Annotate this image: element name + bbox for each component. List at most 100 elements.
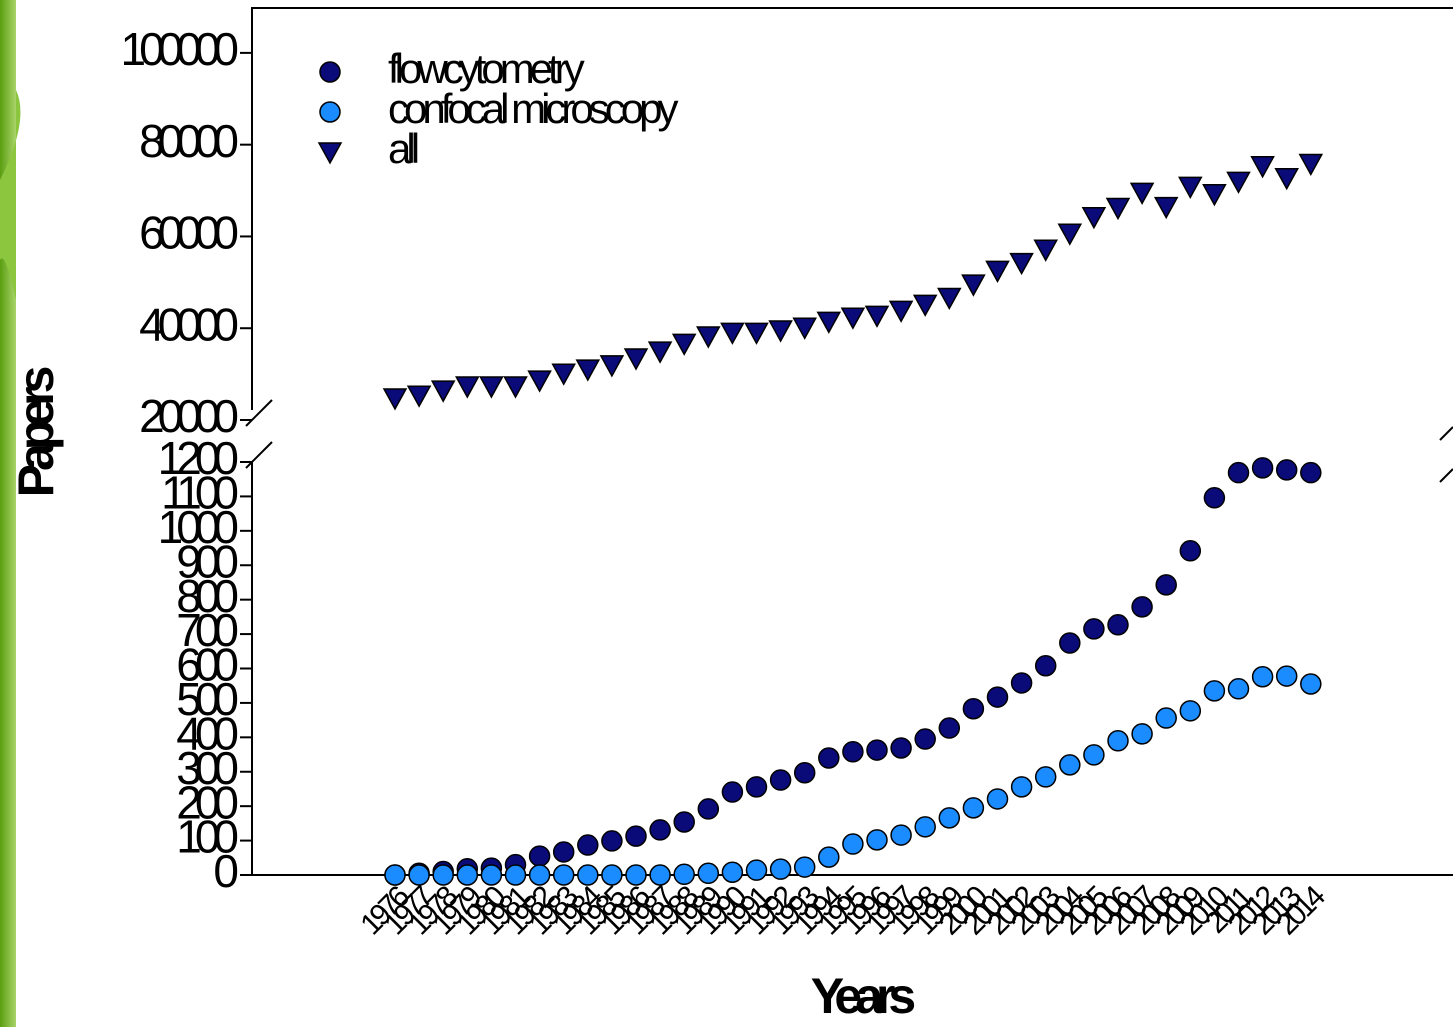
y-axis-label: Papers bbox=[8, 367, 64, 497]
data-point bbox=[1131, 723, 1153, 745]
data-point bbox=[1179, 540, 1202, 562]
data-point bbox=[986, 686, 1009, 708]
data-point bbox=[599, 355, 625, 378]
data-point bbox=[1250, 156, 1275, 179]
data-point bbox=[503, 376, 528, 399]
data-point bbox=[768, 320, 793, 343]
data-point bbox=[721, 861, 744, 883]
data-point bbox=[697, 862, 720, 885]
data-point bbox=[937, 287, 962, 311]
data-point bbox=[842, 741, 864, 763]
data-point bbox=[528, 845, 551, 867]
y2-tick-label: 80000 bbox=[139, 115, 237, 167]
data-point bbox=[914, 816, 936, 838]
axis-frame bbox=[251, 7, 1453, 410]
data-point bbox=[816, 311, 842, 334]
data-point bbox=[1251, 457, 1274, 479]
data-point bbox=[1009, 252, 1034, 276]
data-point bbox=[1010, 672, 1033, 694]
data-point bbox=[962, 698, 985, 720]
data-point bbox=[577, 834, 599, 856]
data-point bbox=[1131, 596, 1153, 618]
data-point bbox=[1203, 680, 1226, 702]
axis-break bbox=[245, 441, 273, 469]
data-point bbox=[430, 380, 456, 403]
data-point bbox=[1153, 196, 1179, 220]
data-point bbox=[625, 825, 647, 847]
data-point bbox=[1300, 461, 1322, 484]
data-point bbox=[962, 797, 985, 819]
data-point bbox=[432, 864, 454, 886]
data-point bbox=[1178, 176, 1203, 199]
data-point bbox=[720, 322, 745, 345]
data-point bbox=[1275, 459, 1298, 481]
data-point bbox=[1081, 206, 1107, 230]
legend-label: confocal microscopy bbox=[388, 85, 678, 132]
data-point bbox=[961, 274, 986, 297]
data-point bbox=[527, 370, 552, 393]
data-point bbox=[382, 388, 408, 411]
data-point bbox=[1034, 654, 1057, 677]
data-point bbox=[912, 294, 938, 317]
data-point bbox=[1034, 766, 1057, 788]
data-point bbox=[671, 333, 697, 356]
data-point bbox=[696, 326, 721, 349]
data-point bbox=[938, 717, 961, 739]
data-point bbox=[479, 376, 504, 399]
y-tick-label: 1000 bbox=[158, 501, 238, 553]
data-point bbox=[1107, 614, 1129, 636]
data-point bbox=[575, 359, 601, 382]
data-point bbox=[625, 864, 647, 886]
data-point bbox=[1298, 153, 1324, 177]
axis-break bbox=[245, 399, 273, 427]
y2-tick-label: 20000 bbox=[139, 390, 237, 442]
data-point bbox=[840, 307, 866, 330]
data-point bbox=[408, 864, 430, 886]
axis-break bbox=[1439, 468, 1453, 483]
data-point bbox=[1202, 184, 1227, 207]
data-point bbox=[744, 322, 769, 345]
data-point bbox=[406, 385, 432, 408]
data-point bbox=[601, 864, 623, 886]
data-point bbox=[1226, 171, 1251, 194]
data-point bbox=[866, 739, 888, 761]
data-point bbox=[673, 863, 695, 886]
data-point bbox=[1083, 618, 1105, 640]
data-point bbox=[792, 317, 817, 340]
legend-label: flowcytometry bbox=[388, 45, 585, 92]
data-point bbox=[1227, 678, 1250, 700]
axis-frame bbox=[251, 462, 1453, 876]
data-point bbox=[1105, 197, 1131, 221]
data-point bbox=[818, 846, 840, 868]
data-point bbox=[1155, 707, 1177, 729]
data-point bbox=[528, 864, 551, 886]
data-point bbox=[985, 260, 1010, 283]
data-point bbox=[842, 833, 864, 855]
data-point bbox=[480, 864, 503, 886]
data-point bbox=[1275, 665, 1298, 687]
legend-marker bbox=[319, 61, 341, 83]
data-point bbox=[1010, 776, 1033, 798]
y2-tick-label: 60000 bbox=[139, 207, 237, 259]
data-point bbox=[552, 841, 575, 863]
data-point bbox=[818, 747, 840, 769]
legend-label: all bbox=[388, 125, 418, 172]
data-point bbox=[504, 864, 527, 886]
data-point bbox=[1179, 700, 1202, 722]
data-point bbox=[1083, 744, 1105, 766]
data-point bbox=[986, 788, 1009, 810]
data-point bbox=[551, 363, 576, 386]
x-axis-label: Years bbox=[811, 968, 915, 1024]
data-point bbox=[1251, 666, 1274, 688]
data-point bbox=[1129, 182, 1155, 205]
data-point bbox=[647, 341, 673, 364]
data-point bbox=[577, 864, 599, 886]
legend-marker bbox=[317, 142, 343, 165]
data-point bbox=[1300, 673, 1322, 695]
data-point bbox=[456, 864, 479, 886]
legend-marker bbox=[319, 101, 341, 123]
data-point bbox=[1057, 223, 1083, 246]
data-point bbox=[745, 859, 768, 881]
data-point bbox=[455, 376, 480, 399]
